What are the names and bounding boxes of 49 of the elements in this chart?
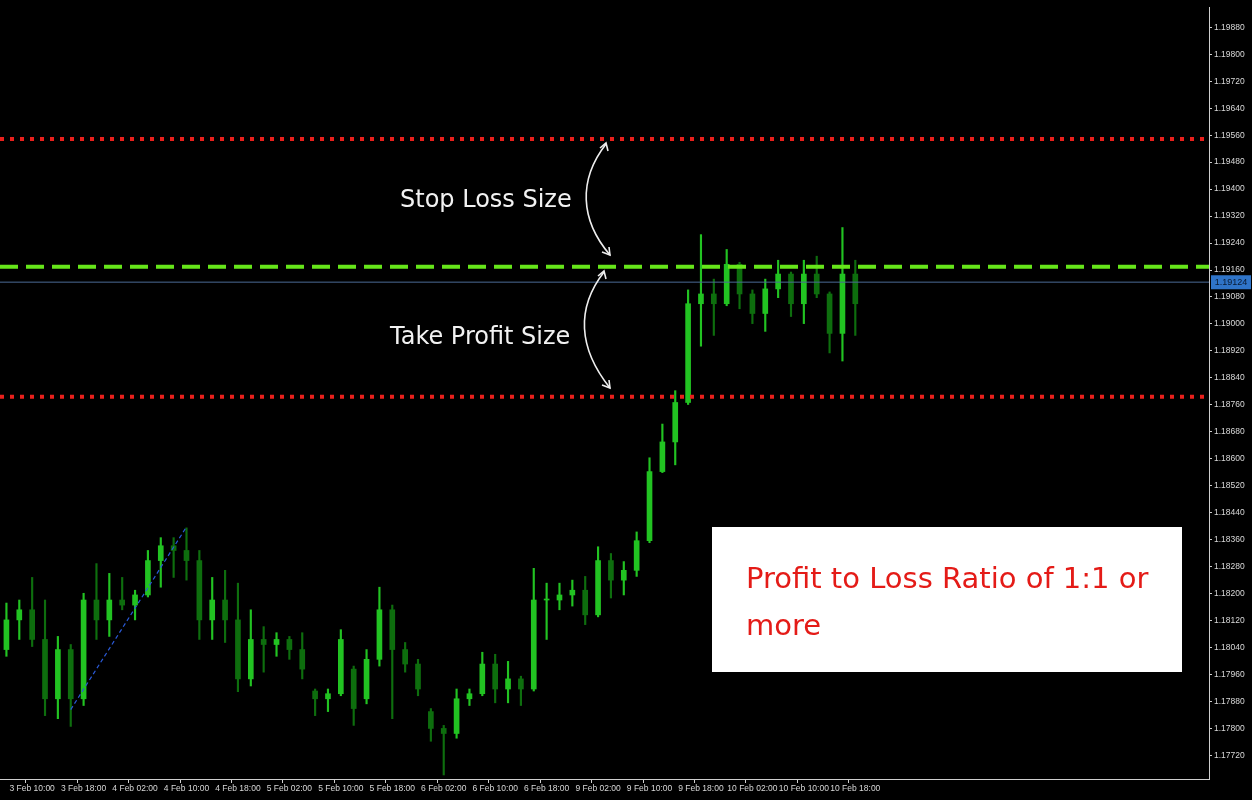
x-tick-label: 9 Feb 18:00 [678,783,724,794]
annotation: Take Profit Size [390,322,571,350]
y-tick-label: 1.18680 [1214,426,1245,437]
y-tick-label: 1.18120 [1214,614,1245,625]
x-tick-label: 4 Feb 02:00 [112,783,158,794]
x-tick-label: 3 Feb 18:00 [60,783,107,794]
x-tick-label: 5 Feb 10:00 [318,783,364,794]
y-tick-label: 1.19000 [1214,318,1245,329]
y-tick-label: 1.19720 [1214,75,1245,86]
x-tick-label: 9 Feb 10:00 [626,783,673,794]
x-tick-label: 10 Feb 10:00 [778,783,830,794]
y-tick-label: 1.18760 [1214,399,1245,410]
y-tick-label: 1.18200 [1214,587,1245,598]
x-tick-label: 10 Feb 18:00 [830,783,881,794]
y-tick-label: 1.19560 [1214,129,1245,140]
y-tick-label: 1.19160 [1214,264,1245,275]
y-tick-label: 1.19480 [1214,156,1245,167]
x-tick-label: 9 Feb 02:00 [575,783,622,794]
x-tick-label: 6 Feb 02:00 [421,783,467,794]
x-tick-label: 6 Feb 10:00 [472,783,519,794]
y-tick-label: 1.19800 [1214,48,1245,59]
y-tick-label: 1.19240 [1214,237,1245,248]
x-tick-label: 6 Feb 18:00 [523,783,570,794]
y-tick-label: 1.19400 [1214,183,1245,194]
y-tick-label: 1.17960 [1214,668,1245,679]
y-tick-label: 1.18520 [1214,480,1245,491]
y-tick-label: 1.18040 [1214,641,1245,652]
y-tick-label: 1.18440 [1214,507,1245,518]
annotation: Profit to Loss Ratio of 1:1 or more [746,560,1150,644]
x-tick-label: 4 Feb 10:00 [163,783,210,794]
ref-line-label: 1.19124 [1214,276,1248,287]
y-tick-label: 1.17800 [1214,722,1245,733]
y-tick-label: 1.18840 [1214,372,1245,383]
y-tick-label: 1.19080 [1214,291,1245,302]
x-tick-label: 3 Feb 10:00 [9,783,56,794]
y-tick-label: 1.18920 [1214,345,1245,356]
x-tick-label: 5 Feb 18:00 [369,783,416,794]
y-tick-label: 1.19320 [1214,210,1245,221]
y-tick-label: 1.19880 [1214,21,1245,32]
y-tick-label: 1.19640 [1214,102,1245,113]
y-tick-label: 1.18360 [1214,534,1245,545]
annotation: Stop Loss Size [400,185,572,213]
x-tick-label: 4 Feb 18:00 [215,783,261,794]
x-tick-label: 5 Feb 02:00 [266,783,313,794]
y-tick-label: 1.18280 [1214,560,1245,571]
y-tick-label: 1.18600 [1214,453,1245,464]
y-tick-label: 1.17880 [1214,695,1245,706]
x-tick-label: 10 Feb 02:00 [727,783,778,794]
y-tick-label: 1.17720 [1214,749,1245,760]
